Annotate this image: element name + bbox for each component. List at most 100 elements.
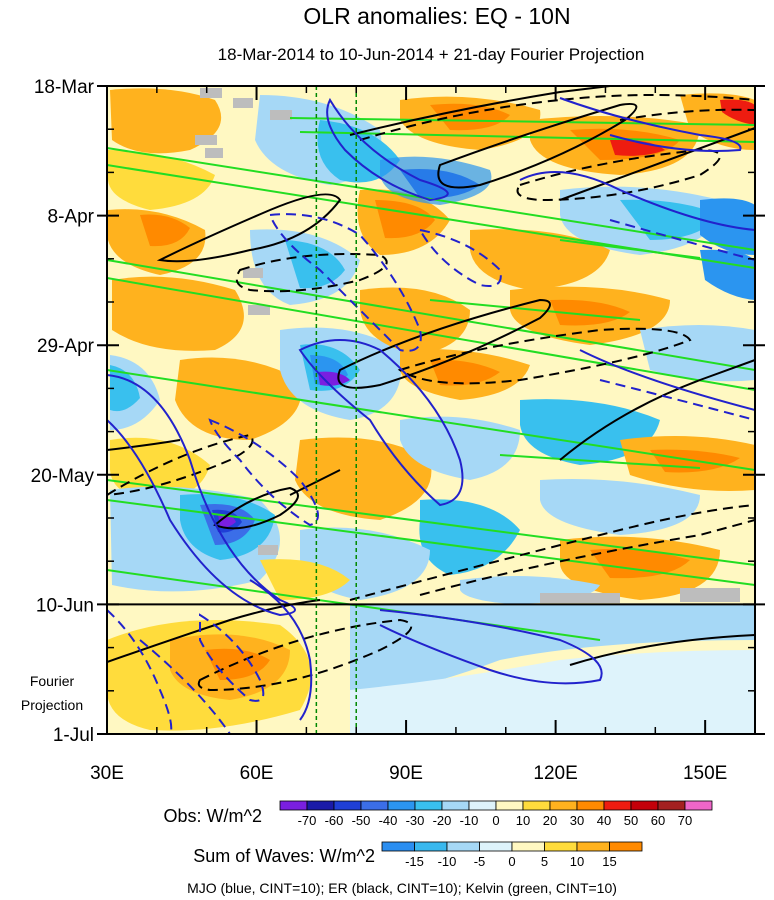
er-contour: [289, 469, 341, 496]
er-contours: [107, 86, 755, 666]
missing-data: [243, 268, 263, 278]
y-tick-label: 8-Apr: [48, 207, 95, 228]
x-axis: 30E 60E 90E 120E 150E: [90, 86, 756, 784]
y-tick-label: 10-Jun: [36, 595, 94, 616]
er-contour-negative: [197, 618, 413, 692]
x-tick-label: 30E: [90, 763, 124, 784]
colorbar-level-label: 0: [492, 813, 499, 828]
obs-blob: [260, 559, 350, 600]
kelvin-contour: [107, 277, 755, 391]
colorbar-level-label: -50: [352, 813, 371, 828]
obs-blob: [400, 416, 520, 480]
obs-blob: [470, 229, 610, 290]
colorbar-level-label: 70: [678, 813, 692, 828]
kelvin-contour: [289, 117, 755, 126]
kelvin-contour: [429, 299, 641, 321]
colorbar-level-label: 10: [570, 854, 584, 869]
er-contour: [337, 298, 551, 389]
obs-blob: [285, 240, 345, 289]
er-contour: [559, 127, 755, 201]
colorbar-swatch: [549, 800, 578, 811]
obs-blob: [550, 299, 630, 326]
colorbar-swatch: [684, 800, 713, 811]
obs-blob: [110, 88, 222, 154]
kelvin-contours: [107, 117, 755, 641]
colorbar-swatch: [511, 841, 545, 852]
kelvin-contour: [499, 454, 701, 469]
er-contour: [349, 86, 611, 136]
colorbar-level-label: -10: [438, 854, 457, 869]
colorbar-level-label: -40: [379, 813, 398, 828]
colorbar-level-label: -20: [433, 813, 452, 828]
missing-data: [200, 88, 222, 98]
y-tick-label: 18-Mar: [34, 77, 95, 98]
projection-shading: [107, 605, 755, 734]
mjo-contour-negative: [609, 219, 755, 261]
mjo-contour: [326, 97, 449, 202]
colorbar-swatch: [279, 800, 308, 811]
obs-blob: [317, 120, 400, 183]
obs-blob: [720, 99, 755, 125]
obs-blob: [295, 437, 432, 520]
mjo-contour: [379, 609, 603, 685]
colorbar-swatch: [657, 800, 686, 811]
chart-subtitle: 18-Mar-2014 to 10-Jun-2014 + 21-day Four…: [218, 45, 645, 64]
er-contour-negative: [619, 108, 755, 121]
colorbar-swatch: [468, 800, 497, 811]
projection-label-line: Fourier: [30, 673, 75, 689]
colorbar-swatch: [306, 800, 335, 811]
mjo-contour-negative: [418, 228, 502, 287]
colorbar-level-label: 60: [651, 813, 665, 828]
mjo-contour-negative: [107, 609, 173, 734]
kelvin-contour: [299, 131, 755, 143]
er-contour: [559, 359, 755, 461]
colorbar-swatch: [479, 841, 513, 852]
mjo-contours-negative: [107, 213, 755, 734]
colorbar-level-label: 20: [543, 813, 557, 828]
colorbar-swatch: [630, 800, 659, 811]
obs-blob: [610, 139, 665, 156]
missing-data: [680, 588, 740, 602]
obs-blob: [640, 325, 755, 382]
projection-blob: [107, 605, 755, 700]
missing-data: [205, 148, 223, 158]
colorbar-level-label: 0: [508, 854, 515, 869]
missing-data: [258, 545, 278, 555]
missing-data: [233, 98, 253, 108]
x-tick-label: 120E: [533, 763, 577, 784]
colorbar-swatch: [414, 841, 448, 852]
missing-data: [195, 135, 217, 145]
er-contour-negative: [516, 148, 721, 202]
obs-blob: [590, 548, 690, 579]
colorbar-swatch: [333, 800, 362, 811]
er-contour: [107, 439, 181, 451]
obs-blob: [140, 214, 190, 247]
missing-data: [248, 305, 270, 315]
projection-label-line: Projection: [21, 697, 83, 713]
colorbar-swatch: [381, 841, 415, 852]
colorbar-level-label: 40: [597, 813, 611, 828]
missing-data: [540, 593, 620, 603]
colorbar-swatch: [576, 841, 610, 852]
mjo-contours: [107, 97, 755, 721]
kelvin-contour: [559, 239, 701, 259]
x-tick-label: 150E: [683, 763, 727, 784]
er-contour: [213, 486, 299, 530]
colorbar-swatch: [387, 800, 416, 811]
plot-frame: [106, 85, 756, 735]
kelvin-contour: [107, 499, 755, 586]
er-contour-negative: [107, 433, 254, 496]
y-tick-label: 1-Jul: [53, 725, 94, 746]
y-tick-label: 29-Apr: [37, 336, 95, 357]
obs-colorbar-label: Obs: W/m^2: [164, 806, 262, 826]
kelvin-contour: [107, 369, 755, 471]
colorbar-swatch: [576, 800, 605, 811]
er-contours-negative: [107, 94, 755, 692]
y-axis: 18-Mar 8-Apr 29-Apr 20-May 10-Jun 1-Jul: [31, 77, 765, 746]
x-tick-label: 90E: [389, 763, 423, 784]
er-contour: [569, 634, 755, 666]
mjo-contour: [249, 579, 313, 721]
colorbar-swatch: [544, 841, 578, 852]
colorbar-level-label: -60: [325, 813, 344, 828]
